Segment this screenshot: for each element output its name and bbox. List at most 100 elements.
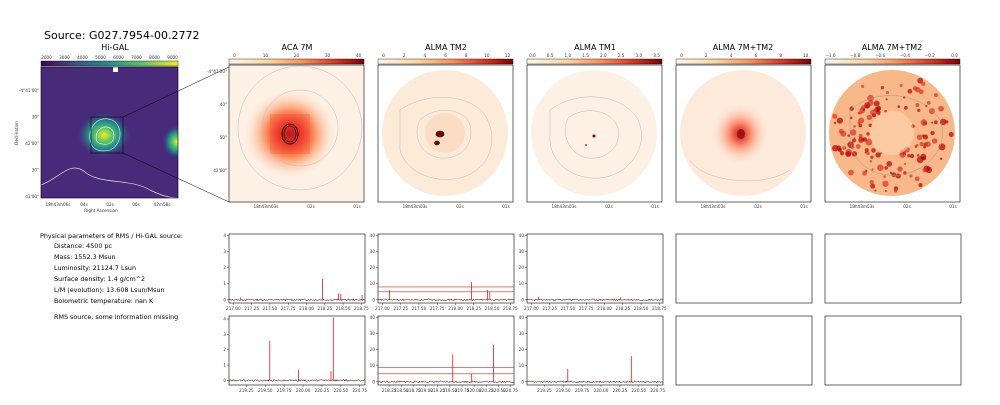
speckle [907, 154, 911, 158]
colorbar-tick-label: 20 [294, 53, 300, 58]
aca7m-colorbar [228, 58, 365, 65]
spectrum-4: 010203040218.25218.50218.75219.00219.252… [370, 315, 519, 393]
speckle [948, 131, 954, 137]
speckle [931, 138, 938, 144]
speckle [857, 111, 860, 115]
spectrum-ytick-label: 20 [370, 265, 376, 270]
spectrum-ytick-label: 30 [370, 249, 376, 254]
speckle [861, 105, 866, 110]
panel-title-aca7m: ACA 7M [281, 43, 313, 52]
zoom-connector-top [122, 66, 230, 118]
speckle [867, 94, 874, 102]
colorbar-tick-label: 8000 [149, 55, 160, 60]
spectrum-0: 0 1 2 3 4 217.00 217.25 217.50 217.75 218.00 218.2… [223, 233, 369, 311]
spectrum-baseline-red [377, 380, 515, 383]
speckle [866, 151, 870, 156]
speckle [918, 183, 923, 188]
spectrum-xtick-label: 218.50 [634, 306, 649, 311]
colorbar-tick-label: 0 [233, 53, 236, 58]
speckle [838, 128, 844, 134]
zoom-connector-bottom [122, 152, 230, 203]
figure-title: Source: G027.7954-00.2772 [44, 29, 200, 42]
speckle [866, 132, 870, 136]
colorbar-tick-label: −0.4 [900, 53, 911, 58]
speckle [916, 143, 919, 147]
spectrum-xtick-label: 218.25 [615, 306, 630, 311]
spectrum-box-tm2-upper [377, 233, 515, 304]
info-mass: Mass: 1552.3 Msun [54, 253, 116, 261]
speckle [939, 157, 943, 161]
speckle [914, 86, 921, 93]
speckle [921, 134, 925, 137]
spectrum-ytick-label: 10 [519, 281, 525, 286]
spectrum-baseline-red [228, 298, 366, 302]
spectrum-ytick-label: 0 [223, 378, 226, 383]
speckle [858, 123, 863, 128]
spectrum-ytick-label: 10 [519, 363, 525, 368]
higal-ylabel: Declination [14, 121, 19, 145]
cutout-xtick-label: 02s [307, 204, 315, 209]
colorbar-tick-label: −0.8 [850, 53, 861, 58]
spectrum-ytick-label: 0 [223, 297, 226, 302]
speckle [869, 179, 874, 185]
speckle [885, 98, 888, 101]
spectrum-ytick-label: 20 [519, 347, 525, 352]
speckle [931, 121, 934, 124]
spectrum-xtick-label: 217.25 [542, 306, 557, 311]
spectrum-ytick-label: 2 [223, 265, 226, 270]
spectrum-xtick-label: 219.50 [258, 388, 273, 393]
spectrum-xtick-label: 220.50 [631, 388, 646, 393]
cutout-xtick-label: 01s [353, 204, 361, 209]
panel-title-tm2: ALMA TM2 [425, 43, 467, 52]
spectrum-xtick-label: 220.50 [333, 388, 348, 393]
speckle [884, 190, 887, 193]
spectrum-ytick-label: 1 [223, 281, 226, 286]
speckle [893, 189, 898, 193]
colorbar-tick-label: 30 [325, 53, 331, 58]
tm1-panel [526, 58, 663, 203]
spectrum-xtick-label: 217.50 [263, 306, 278, 311]
info-note: RMS source, some information missing [54, 313, 179, 321]
speckle [852, 138, 856, 143]
spectrum-baseline-red [377, 298, 515, 301]
spectrum-box-empty-2 [824, 233, 962, 304]
speckle [923, 142, 928, 147]
colorbar-tick-label: 4 [730, 53, 733, 58]
speckle [915, 103, 920, 108]
spectrum-xtick-label: 218.00 [299, 306, 314, 311]
spectrum-ytick-label: 1 [223, 363, 226, 368]
higal-ytick-label: -4°41'00" [19, 88, 39, 93]
speckle [886, 161, 893, 167]
spectrum-xtick-label: 219.25 [239, 388, 254, 393]
spectrum-xtick-label: 219.50 [556, 388, 571, 393]
speckle [839, 151, 845, 156]
colorbar-tick-label: 0.5 [547, 53, 554, 58]
cutout-xtick-label: 18h43m03s [552, 204, 577, 209]
speckle [921, 81, 926, 86]
tm1-colorbar [526, 58, 663, 65]
spectrum-ytick-label: 4 [223, 317, 226, 322]
speckle [855, 144, 861, 149]
spectrum-xtick-label: 220.00 [296, 388, 311, 393]
spectrum-ytick-label: 3 [223, 249, 226, 254]
speckle [883, 175, 887, 178]
colorbar-tick-label: 0.0 [529, 53, 536, 58]
spectrum-ytick-label: 3 [223, 332, 226, 337]
cutout-ytick-label: 40" [220, 102, 227, 107]
speckle [928, 108, 935, 115]
colorbar-tick-label: 40 [356, 53, 362, 58]
speckle [909, 153, 915, 159]
colorbar-tick-label: 9000 [167, 55, 178, 60]
spectrum-xtick-label: 217.00 [226, 306, 241, 311]
speckle [847, 141, 854, 148]
colorbar-tick-label: 12 [505, 53, 511, 58]
spectrum-xtick-label: 218.75 [406, 388, 421, 393]
spectrum-box-empty-1 [675, 233, 813, 304]
spectrum-xtick-label: 218.50 [485, 306, 500, 311]
speckle [871, 148, 876, 153]
speckle [938, 105, 944, 112]
spectrum-box-empty-3 [675, 315, 813, 386]
